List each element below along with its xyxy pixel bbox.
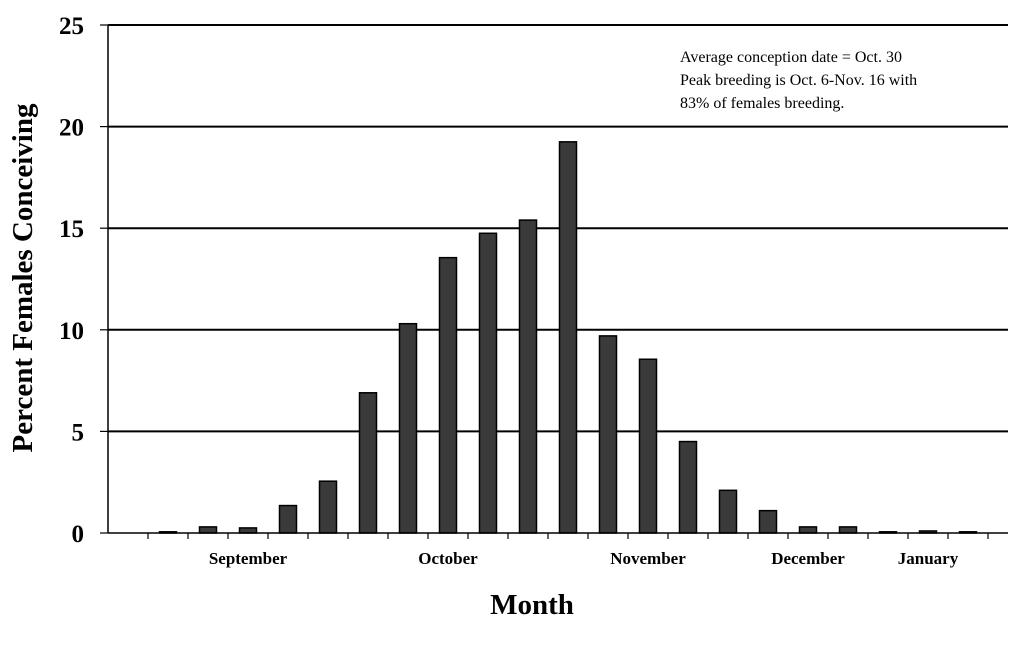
bar-16 xyxy=(798,526,818,534)
bar-9 xyxy=(518,219,538,534)
bar-15 xyxy=(758,509,778,534)
bar-12 xyxy=(638,358,658,534)
month-label-october: October xyxy=(418,549,478,568)
y-tick-label-25: 25 xyxy=(59,13,84,40)
bar-6 xyxy=(398,322,418,534)
y-tick-label-5: 5 xyxy=(72,419,85,446)
bar-10 xyxy=(558,141,578,534)
month-label-november: November xyxy=(610,549,686,568)
month-label-september: September xyxy=(209,549,288,568)
y-tick-label-10: 10 xyxy=(59,318,84,345)
month-label-december: December xyxy=(771,549,845,568)
y-axis-title: Percent Females Conceiving xyxy=(7,103,39,452)
annotation-line-1: Average conception date = Oct. 30 xyxy=(680,49,902,66)
annotation-line-3: 83% of females breeding. xyxy=(680,95,844,112)
y-tick-label-20: 20 xyxy=(59,115,84,142)
bar-14 xyxy=(718,489,738,534)
y-tick-label-15: 15 xyxy=(59,216,84,243)
bar-11 xyxy=(598,335,618,534)
bar-2 xyxy=(238,527,258,534)
gridlines xyxy=(108,24,1008,433)
bar-3 xyxy=(278,504,298,534)
bar-17 xyxy=(838,526,858,534)
bar-4 xyxy=(318,480,338,534)
axes xyxy=(100,24,1008,539)
bar-13 xyxy=(678,440,698,534)
bar-1 xyxy=(198,526,218,534)
x-axis-title: Month xyxy=(490,589,574,621)
bar-7 xyxy=(438,256,458,534)
bars xyxy=(158,141,978,534)
y-tick-labels: 0 5 10 15 20 25 xyxy=(59,13,84,548)
month-label-january: January xyxy=(898,549,959,568)
y-tick-label-0: 0 xyxy=(72,521,85,548)
annotation-line-2: Peak breeding is Oct. 6-Nov. 16 with xyxy=(680,72,917,89)
x-month-labels: September October November December January xyxy=(209,549,959,568)
bar-8 xyxy=(478,232,498,534)
bar-5 xyxy=(358,392,378,534)
